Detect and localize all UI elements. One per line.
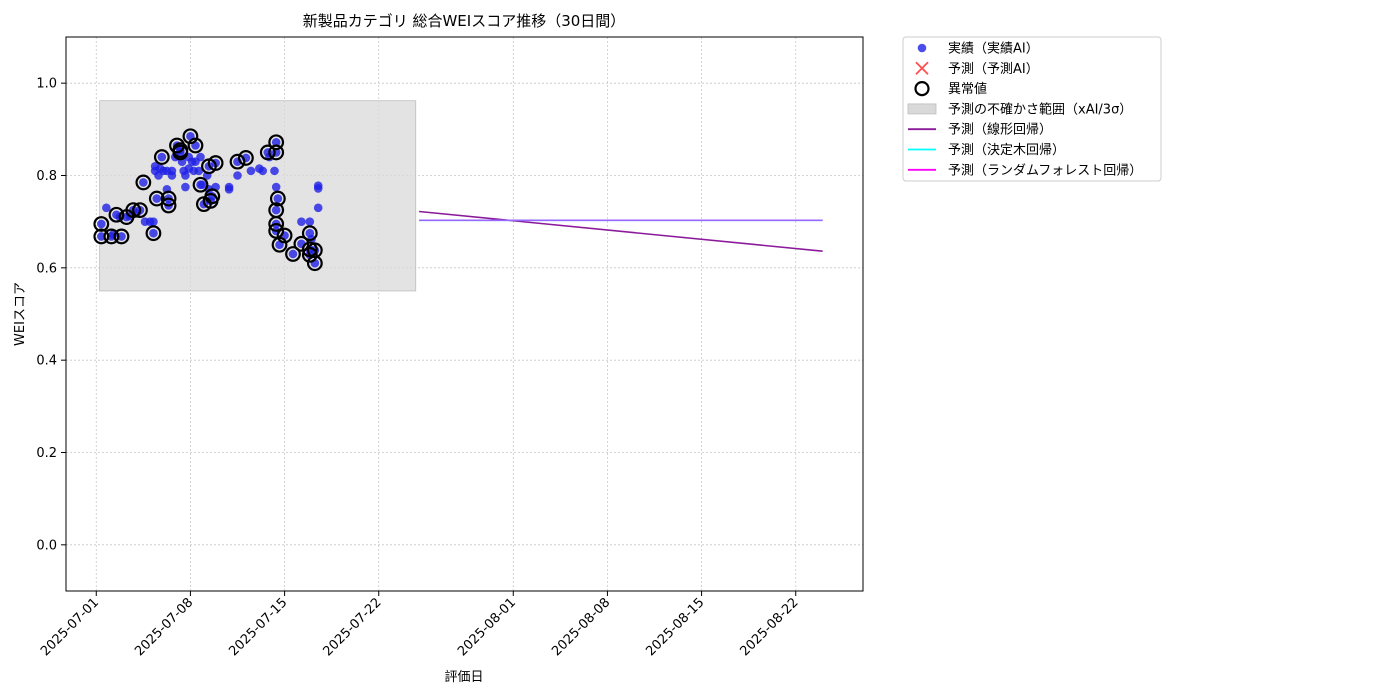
actual-point bbox=[97, 219, 106, 229]
plot-frame bbox=[65, 36, 864, 592]
actual-point bbox=[194, 166, 204, 176]
anomaly-marker bbox=[132, 202, 148, 219]
anomaly-marker bbox=[145, 225, 162, 242]
actual-point bbox=[139, 178, 148, 187]
anomaly-marker bbox=[301, 247, 318, 263]
legend-actual-marker bbox=[917, 43, 927, 53]
anomaly-marker bbox=[153, 149, 170, 165]
legend-label: 予測（線形回帰） bbox=[948, 122, 1052, 138]
anomaly-marker bbox=[108, 206, 125, 223]
anomaly-marker bbox=[238, 150, 254, 166]
actual-point bbox=[297, 217, 306, 226]
y-tick-label: 0.2 bbox=[36, 446, 57, 461]
legend-label: 予測（ランダムフォレスト回帰） bbox=[948, 162, 1142, 178]
actual-point bbox=[117, 232, 126, 241]
y-tick-label: 0.8 bbox=[36, 169, 57, 184]
legend-label: 予測（決定木回帰） bbox=[948, 142, 1065, 158]
legend-label: 異常値 bbox=[948, 81, 987, 97]
anomaly-marker bbox=[276, 227, 293, 244]
actual-point bbox=[149, 228, 158, 238]
anomaly-marker bbox=[229, 153, 246, 170]
anomaly-marker bbox=[125, 202, 142, 219]
chart-title: 新製品カテゴリ 総合WEIスコア推移（30日間） bbox=[303, 12, 626, 30]
anomaly-marker bbox=[204, 188, 221, 205]
actual-point bbox=[271, 205, 281, 215]
actual-point bbox=[246, 166, 256, 176]
actual-point bbox=[313, 181, 323, 190]
legend-label: 実績（実績AI） bbox=[948, 41, 1039, 57]
anomaly-marker bbox=[103, 228, 120, 245]
actual-point bbox=[273, 194, 283, 203]
legend-label: 予測（予測AI） bbox=[948, 62, 1039, 77]
actual-point bbox=[305, 217, 315, 226]
uncertainty-band bbox=[99, 100, 417, 292]
actual-point bbox=[149, 217, 158, 226]
actual-point bbox=[157, 152, 167, 162]
legend-band-swatch bbox=[907, 103, 937, 115]
actual-point bbox=[181, 171, 190, 180]
actual-point bbox=[270, 166, 279, 176]
anomaly-marker bbox=[306, 242, 323, 259]
anomaly-marker bbox=[172, 144, 189, 161]
actual-point bbox=[258, 166, 268, 176]
anomaly-marker bbox=[207, 155, 224, 171]
anomaly-marker bbox=[285, 246, 301, 262]
anomaly-marker bbox=[268, 144, 285, 161]
forecast-lines-layer bbox=[419, 210, 823, 253]
legend-frame bbox=[902, 36, 1162, 182]
anomaly-marker bbox=[259, 144, 276, 161]
anomaly-marker bbox=[192, 176, 209, 193]
y-tick-label: 0.6 bbox=[36, 261, 57, 276]
anomaly-marker bbox=[268, 216, 285, 232]
actual-point bbox=[271, 137, 281, 147]
anomaly-marker bbox=[113, 228, 130, 245]
anomaly-marker bbox=[301, 225, 318, 242]
y-axis: 0.0 0.2 0.4 0.6 0.8 1.0 bbox=[36, 77, 66, 553]
anomaly-marker bbox=[135, 174, 152, 191]
y-axis-label: WEIスコア bbox=[13, 282, 28, 346]
actual-point bbox=[271, 182, 281, 192]
actual-point bbox=[224, 185, 234, 194]
anomaly-marker bbox=[182, 128, 199, 145]
actual-point bbox=[167, 166, 177, 176]
actual-point bbox=[181, 182, 190, 192]
anomaly-marker bbox=[160, 190, 177, 207]
actual-point bbox=[102, 203, 111, 213]
actual-point bbox=[288, 249, 298, 259]
anomaly-marker bbox=[93, 216, 110, 232]
legend-anomaly-marker bbox=[914, 80, 930, 97]
legend-label: 予測の不確かさ範囲（xAI/3σ） bbox=[948, 101, 1132, 117]
anomaly-marker bbox=[93, 228, 110, 245]
actual-point bbox=[152, 194, 162, 203]
actual-points-layer bbox=[97, 131, 323, 268]
y-tick-label: 0.4 bbox=[36, 354, 57, 369]
anomaly-rings-layer bbox=[93, 128, 323, 272]
actual-point bbox=[233, 171, 242, 180]
actual-point bbox=[313, 203, 323, 213]
x-axis-label: 評価日 bbox=[444, 670, 483, 685]
linear-regression-line bbox=[419, 210, 823, 253]
anomaly-marker bbox=[271, 236, 288, 253]
anomaly-marker bbox=[160, 197, 177, 214]
y-tick-label: 0.0 bbox=[36, 538, 57, 553]
anomaly-marker bbox=[187, 137, 204, 154]
actual-point bbox=[197, 180, 207, 190]
uncertainty-band-layer bbox=[99, 100, 417, 292]
legend-predicted-marker bbox=[915, 61, 929, 75]
anomaly-marker bbox=[148, 190, 165, 207]
anomaly-marker bbox=[268, 134, 285, 151]
anomaly-marker bbox=[269, 190, 286, 207]
actual-point bbox=[97, 232, 106, 241]
y-tick-label: 1.0 bbox=[36, 77, 57, 92]
actual-point bbox=[196, 152, 205, 162]
